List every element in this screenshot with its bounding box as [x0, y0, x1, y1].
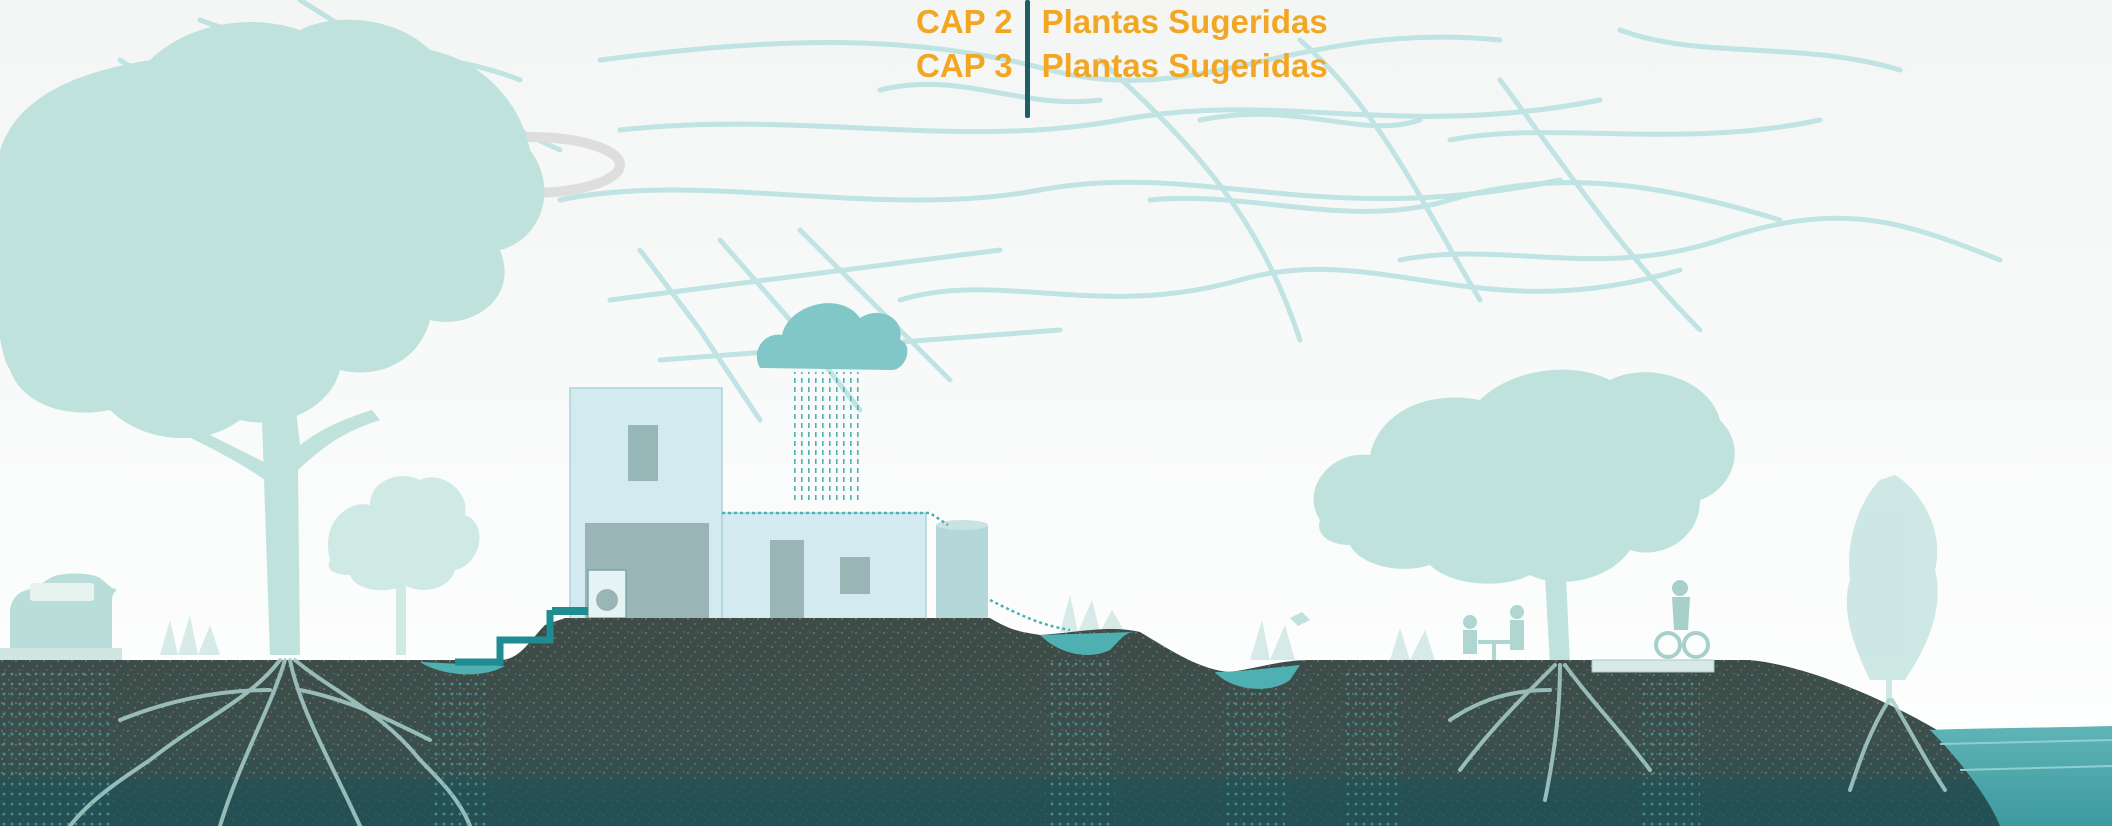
bird-icon — [1290, 612, 1310, 626]
chapter-3-title-link[interactable]: Plantas Sugeridas — [1041, 47, 1328, 84]
car-icon — [0, 573, 122, 660]
people-at-table-icon — [1463, 605, 1524, 664]
bioswale — [1215, 665, 1300, 689]
permeable-pavement — [1591, 659, 1715, 673]
chapter-titles: Plantas Sugeridas Plantas Sugeridas — [1042, 0, 1328, 88]
bioswale — [1040, 632, 1135, 655]
chapter-numbers: CAP 2 CAP 3 — [916, 0, 1013, 88]
infiltration-columns — [0, 660, 1700, 826]
small-tree-icon — [328, 476, 480, 655]
drain-pipe — [455, 610, 554, 666]
chapter-2-title-link[interactable]: Plantas Sugeridas — [1041, 3, 1328, 40]
large-tree-icon — [0, 19, 545, 655]
tree-icon — [1313, 369, 1735, 665]
grass — [160, 595, 1435, 660]
washing-machine-icon — [587, 569, 627, 619]
chapter-navigation: CAP 2 CAP 3 Plantas Sugeridas Plantas Su… — [916, 0, 1328, 118]
chapter-3-link[interactable]: CAP 3 — [916, 47, 1013, 84]
cyclist-icon — [1654, 580, 1710, 659]
chapter-2-link[interactable]: CAP 2 — [916, 3, 1013, 40]
rain-cloud-icon — [756, 303, 908, 502]
house-icon — [569, 387, 988, 621]
poplar-tree-icon — [1846, 475, 1938, 710]
water-tank-icon — [936, 520, 988, 620]
nav-divider — [1024, 0, 1030, 118]
bay-water — [1930, 726, 2112, 826]
